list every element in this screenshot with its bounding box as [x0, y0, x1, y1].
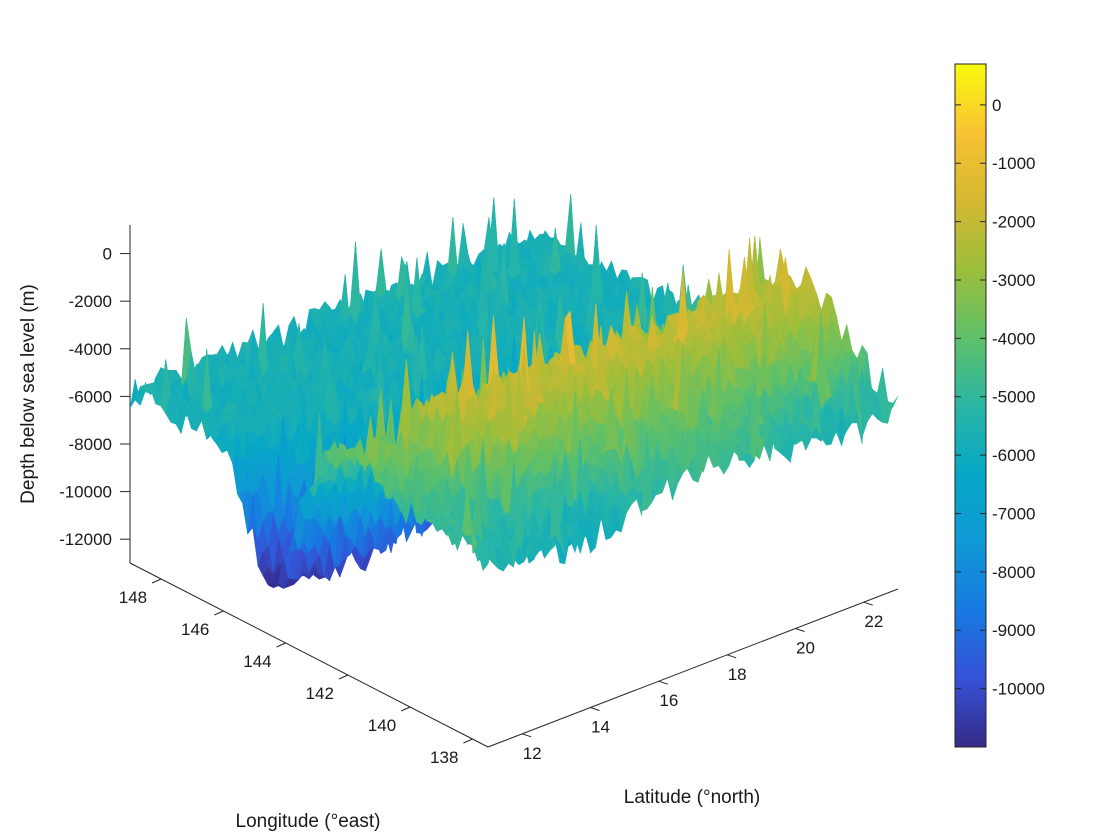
surface-cell [447, 217, 459, 280]
x-axis-line [129, 562, 489, 748]
bathymetry-surface [129, 194, 899, 589]
y-axis-line [487, 588, 899, 748]
surface-cell [375, 248, 387, 299]
axes-box [129, 225, 899, 748]
